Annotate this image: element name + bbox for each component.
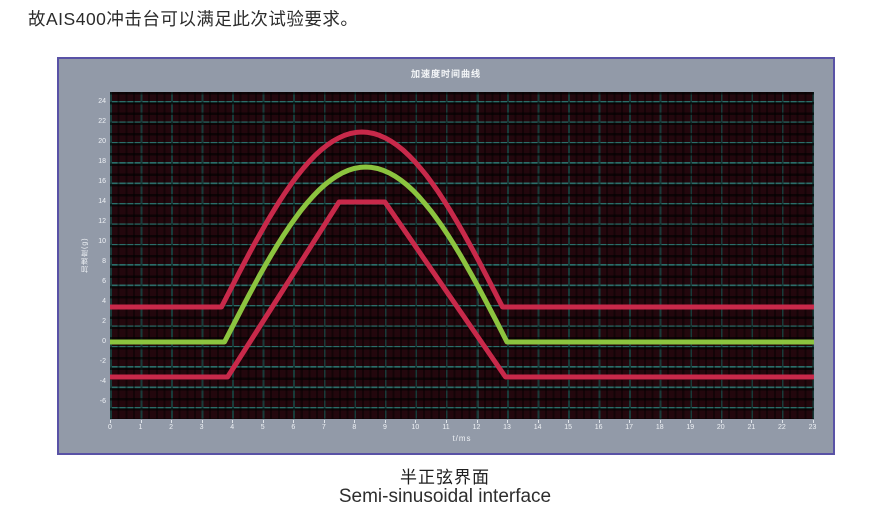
y-tick-label: 0 [102,338,106,345]
y-tick-label: 22 [98,118,106,125]
figure-caption-english: Semi-sinusoidal interface [338,486,552,507]
x-tick-mark [476,420,478,423]
x-tick-label: 12 [472,424,481,431]
x-tick-mark [354,420,356,423]
chart-title: 加速度时间曲线 [410,69,481,79]
y-tick-label: 10 [98,238,106,245]
tolerance-curves [110,129,814,380]
x-tick-label: 7 [321,424,326,431]
x-tick-label: 18 [655,424,664,431]
x-tick-label: 17 [625,424,634,431]
x-tick-label: 22 [777,424,786,431]
x-tick-mark [415,420,417,423]
x-tick-label: 19 [686,424,695,431]
x-tick-label: 23 [808,424,817,431]
y-tick-label: -2 [99,358,106,365]
x-tick-label: 1 [138,424,143,431]
x-tick-label: 10 [411,424,420,431]
x-tick-mark [110,420,111,423]
x-tick-label: 13 [503,424,511,431]
y-tick-label: 14 [98,198,106,205]
x-tick-mark [171,420,173,423]
series-upper-tolerance [110,129,814,310]
intro-text: 故AIS400冲击台可以满足此次试验要求。 [28,9,359,29]
x-tick-label: 14 [533,424,542,431]
x-tick-label: 16 [594,424,603,431]
x-tick-label: 20 [716,424,725,431]
x-tick-label: 6 [291,424,296,431]
x-tick-label: 0 [108,424,112,431]
x-tick-mark [537,420,539,423]
shock-software-window: 加速度时间曲线 加速度(g) 24 22 20 18 16 14 12 10 8 6 4 2 0 -2 -4… [57,57,835,455]
x-tick-mark [781,420,783,423]
x-tick-mark [262,420,264,423]
y-tick-label: 18 [98,158,106,165]
x-tick-label: 3 [199,424,204,431]
y-tick-label: 12 [98,218,106,225]
y-tick-label: -6 [99,398,106,405]
x-tick-mark [598,420,600,423]
x-tick-label: 8 [352,424,357,431]
y-tick-label: -4 [99,378,106,385]
y-tick-label: 24 [98,98,106,105]
y-tick-label: 16 [98,178,106,185]
x-axis-label: t/ms [452,434,472,443]
figure-caption-chinese: 半正弦界面 [400,468,490,487]
x-tick-label: 4 [230,424,235,431]
x-tick-mark [140,420,142,423]
x-tick-mark [720,420,722,423]
x-tick-mark [690,420,692,423]
y-tick-label: 20 [98,138,106,145]
y-tick-label: 8 [102,258,106,265]
x-tick-label: 2 [169,424,174,431]
x-tick-mark [201,420,203,423]
x-tick-label: 15 [564,424,572,431]
y-axis-ticks: 24 22 20 18 16 14 12 10 8 6 4 2 0 -2 -4 -6 [89,92,107,419]
x-tick-mark [751,420,753,423]
x-tick-mark [507,420,508,423]
y-tick-label: 2 [102,318,106,325]
x-tick-label: 21 [747,424,756,431]
x-tick-mark [446,420,447,423]
x-tick-mark [384,420,386,423]
x-tick-label: 11 [442,424,450,431]
series-lower-tolerance [110,199,814,380]
series-nominal [110,164,814,345]
x-tick-mark [629,420,631,423]
x-tick-label: 5 [260,424,265,431]
x-tick-mark [812,420,814,423]
x-tick-label: 9 [382,424,387,431]
plot-area [110,92,814,419]
y-tick-label: 6 [102,278,106,285]
x-tick-mark [323,420,325,423]
y-tick-label: 4 [102,298,106,305]
x-tick-mark [232,420,234,423]
x-tick-mark [659,420,661,423]
x-tick-mark [568,420,570,423]
x-tick-mark [293,420,295,423]
x-axis-ticks: 0 1 2 3 4 5 6 7 8 9 10 11 12 13 14 15 16 17 18 19 20 21 22 23 [108,420,816,433]
